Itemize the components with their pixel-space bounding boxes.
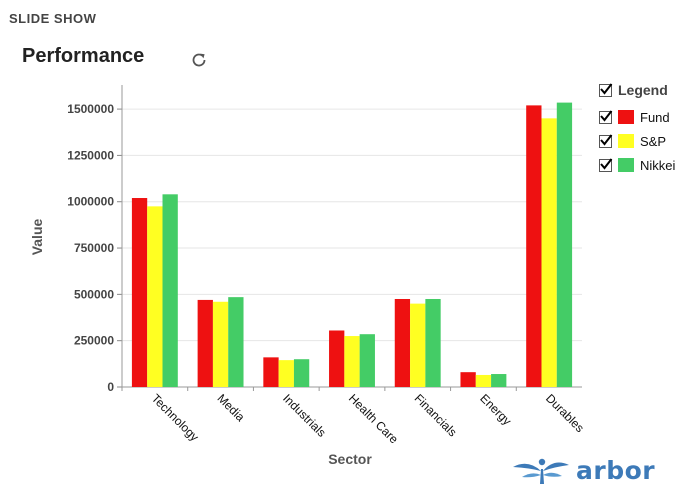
bar-sp: [212, 301, 229, 387]
legend-swatch: [618, 158, 634, 172]
y-tick-label: 0: [107, 380, 114, 394]
checkmark-icon: [600, 82, 613, 95]
checkmark-icon: [600, 109, 613, 122]
bar-fund: [526, 105, 542, 387]
legend-item-checkbox[interactable]: [599, 133, 613, 148]
bar-nikkei: [293, 359, 310, 387]
bar-sp: [475, 374, 492, 387]
x-tick-label: Health Care: [346, 391, 401, 446]
bar-fund: [394, 298, 411, 387]
y-tick-label: 1000000: [67, 195, 114, 209]
y-axis-title: Value: [29, 219, 45, 256]
panel-title: Performance: [22, 45, 145, 67]
x-tick-label: Media: [214, 391, 247, 424]
checkmark-icon: [600, 157, 613, 170]
legend-title-row[interactable]: Legend: [599, 80, 684, 100]
legend-title: Legend: [618, 82, 668, 98]
bar-sp: [410, 303, 426, 387]
bar-fund: [460, 372, 476, 387]
refresh-icon: [192, 53, 206, 67]
x-tick-label: Durables: [543, 391, 587, 435]
bar-fund: [197, 299, 213, 387]
bar-nikkei: [162, 194, 178, 387]
legend-item-checkbox[interactable]: [599, 109, 613, 124]
y-tick-label: 750000: [74, 241, 114, 255]
legend-item[interactable]: S&P: [599, 132, 684, 150]
legend-swatch: [618, 110, 634, 124]
bar-nikkei: [228, 297, 244, 387]
bar-fund: [329, 330, 345, 387]
x-tick-label: Technology: [149, 391, 202, 444]
legend-toggle-checkbox[interactable]: [599, 82, 613, 97]
x-tick-label: Energy: [477, 391, 514, 428]
legend-swatch: [618, 134, 634, 148]
legend-item-checkbox[interactable]: [599, 157, 613, 172]
bar-nikkei: [359, 334, 375, 387]
legend-item-label: S&P: [640, 133, 667, 149]
bar-sp: [147, 206, 163, 387]
bar-nikkei: [425, 298, 441, 387]
refresh-button[interactable]: [189, 50, 209, 70]
legend: Legend Fund S&P Nikkei: [599, 80, 684, 180]
bar-fund: [131, 198, 148, 387]
y-tick-label: 1500000: [67, 102, 114, 116]
y-tick-label: 1250000: [67, 148, 114, 162]
x-tick-label: Financials: [412, 391, 460, 439]
bar-nikkei: [556, 102, 573, 387]
x-tick-label: Industrials: [280, 391, 329, 440]
bar-sp: [344, 336, 360, 387]
bar-sp: [541, 118, 557, 387]
arbor-tree-icon: [513, 458, 569, 484]
bar-nikkei: [491, 374, 507, 387]
logo-text: arbor: [576, 455, 656, 485]
header-label: SLIDE SHOW: [9, 11, 97, 26]
legend-item[interactable]: Nikkei: [599, 156, 684, 174]
legend-item-label: Fund: [640, 109, 670, 125]
legend-item-label: Nikkei: [640, 157, 676, 173]
checkmark-icon: [600, 133, 613, 146]
y-tick-label: 250000: [74, 334, 114, 348]
legend-item[interactable]: Fund: [599, 108, 684, 126]
bar-fund: [263, 357, 279, 387]
bar-sp: [278, 360, 294, 387]
arbor-logo: arbor: [510, 455, 655, 485]
y-tick-label: 500000: [74, 287, 114, 301]
x-axis-title: Sector: [328, 451, 372, 467]
